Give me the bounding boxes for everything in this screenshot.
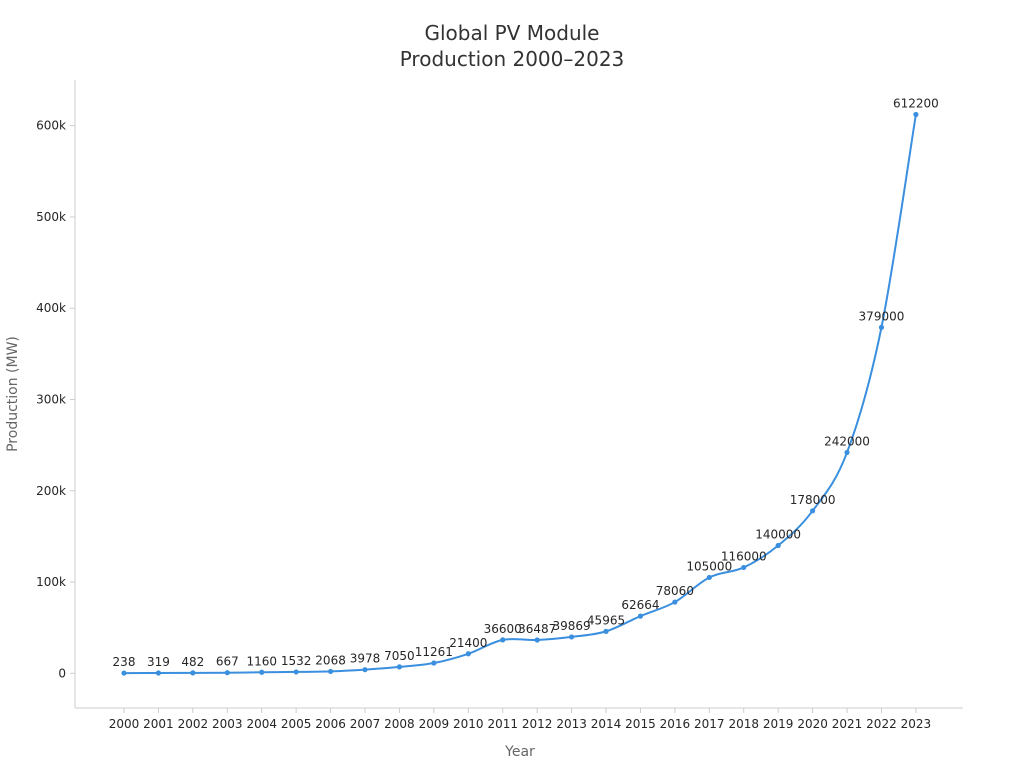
data-point	[465, 651, 471, 657]
data-point	[810, 508, 816, 514]
x-tick-label: 2010	[453, 717, 484, 731]
x-tick-label: 2019	[763, 717, 794, 731]
y-tick-label: 300k	[36, 392, 66, 406]
x-tick-label: 2005	[281, 717, 312, 731]
data-label: 140000	[755, 528, 801, 542]
y-tick-label: 0	[58, 666, 66, 680]
x-tick-label: 2016	[660, 717, 691, 731]
y-tick-label: 400k	[36, 301, 66, 315]
data-label: 36600	[484, 622, 522, 636]
data-point	[534, 637, 540, 643]
x-tick-label: 2018	[728, 717, 759, 731]
data-point	[396, 664, 403, 670]
data-point	[672, 599, 678, 605]
data-point	[844, 449, 850, 456]
chart-title-line-1: Global PV Module	[425, 21, 600, 45]
data-label: 36487	[518, 622, 556, 636]
x-tick-label: 2006	[315, 717, 346, 731]
data-label: 11261	[415, 645, 453, 659]
data-label: 482	[181, 655, 204, 669]
data-label: 3978	[350, 652, 381, 666]
data-label: 667	[216, 655, 239, 669]
x-tick-label: 2020	[797, 717, 828, 731]
x-tick-label: 2015	[625, 717, 656, 731]
x-tick-label: 2008	[384, 717, 415, 731]
y-tick-label: 600k	[36, 119, 66, 133]
data-label: 7050	[384, 649, 415, 663]
data-label: 612200	[893, 97, 939, 111]
data-label: 238	[113, 655, 136, 669]
data-label: 379000	[859, 309, 905, 323]
data-point	[603, 628, 609, 634]
data-point	[775, 542, 781, 549]
chart-title-line-2: Production 2000–2023	[400, 47, 625, 71]
data-point	[878, 324, 885, 330]
x-tick-label: 2021	[832, 717, 863, 731]
x-tick-label: 2009	[419, 717, 450, 731]
x-tick-label: 2011	[487, 717, 518, 731]
x-tick-label: 2003	[212, 717, 243, 731]
data-label: 62664	[621, 598, 659, 612]
x-tick-label: 2004	[246, 717, 277, 731]
y-tick-label: 200k	[36, 484, 66, 498]
x-tick-label: 2002	[178, 717, 209, 731]
data-point	[121, 670, 127, 676]
data-point	[155, 670, 162, 676]
data-labels: 238 319 482 667 1160 1532 2068 3978 7050 11261214…	[113, 97, 939, 670]
data-point	[327, 668, 334, 675]
data-point	[259, 669, 265, 675]
data-label: 21400	[449, 636, 487, 650]
data-point	[568, 634, 575, 640]
data-label: 2068	[315, 653, 346, 667]
x-tick-label: 2001	[143, 717, 174, 731]
data-point	[637, 613, 644, 619]
x-tick-label: 2000	[109, 717, 140, 731]
data-point	[293, 669, 299, 675]
data-point	[706, 574, 712, 581]
x-ticks: 2000 2001 2002 2003 2004 2005 2006 2007 2008 2009…	[109, 708, 931, 731]
data-label: 319	[147, 655, 170, 669]
x-tick-label: 2022	[866, 717, 897, 731]
data-point	[224, 670, 230, 676]
data-label: 242000	[824, 434, 870, 448]
data-point	[190, 670, 196, 676]
x-tick-label: 2013	[556, 717, 587, 731]
data-label: 1532	[281, 654, 312, 668]
y-tick-label: 100k	[36, 575, 66, 589]
y-axis-label: Production (MW)	[5, 336, 21, 452]
data-label: 178000	[790, 493, 836, 507]
data-label: 78060	[656, 584, 694, 598]
data-point	[913, 111, 919, 118]
data-point	[431, 660, 437, 666]
data-label: 1160	[246, 654, 277, 668]
x-tick-label: 2023	[901, 717, 932, 731]
data-label: 45965	[587, 613, 625, 627]
y-tick-label: 500k	[36, 210, 66, 224]
series-line	[123, 114, 917, 675]
data-point	[362, 667, 368, 673]
x-tick-label: 2014	[591, 717, 622, 731]
x-tick-label: 2007	[350, 717, 381, 731]
y-ticks: 0 100k 200k 300k 400k 500k 600k	[36, 119, 75, 680]
data-points	[121, 111, 919, 676]
data-label: 116000	[721, 549, 767, 563]
data-label: 105000	[686, 559, 732, 573]
data-point	[741, 564, 747, 571]
x-tick-label: 2012	[522, 717, 553, 731]
data-label: 39869	[552, 619, 590, 633]
x-axis-label: Year	[504, 744, 535, 760]
x-tick-label: 2017	[694, 717, 725, 731]
data-point	[500, 637, 506, 643]
